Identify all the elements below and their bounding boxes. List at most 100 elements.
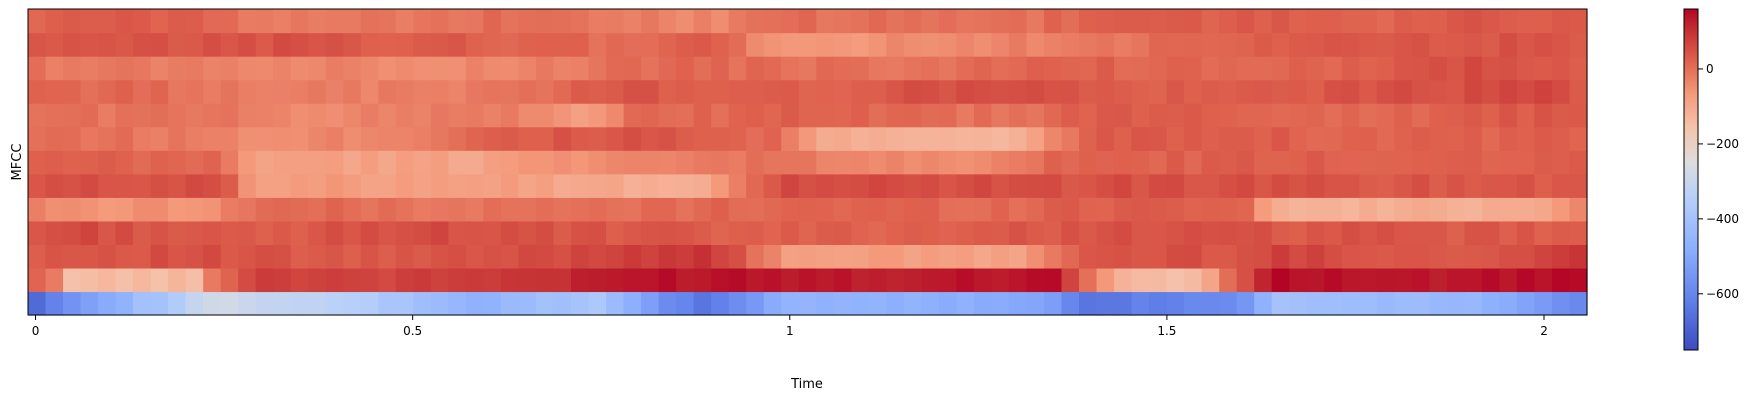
heatmap-cell xyxy=(185,173,204,198)
heatmap-cell xyxy=(535,103,555,128)
heatmap-cell xyxy=(693,267,712,293)
heatmap-cell xyxy=(1429,220,1448,245)
heatmap-cell xyxy=(518,126,537,151)
heatmap-cell xyxy=(28,173,47,198)
heatmap-cell xyxy=(1166,244,1185,269)
heatmap-cell xyxy=(308,32,327,57)
heatmap-cell xyxy=(1026,103,1045,128)
heatmap-cell xyxy=(1096,9,1115,34)
heatmap-cell xyxy=(728,56,747,81)
heatmap-cell xyxy=(1551,56,1571,81)
heatmap-cell xyxy=(1079,56,1098,81)
heatmap-cell xyxy=(746,291,765,316)
heatmap-cell xyxy=(220,56,239,81)
heatmap-cell xyxy=(80,220,99,245)
heatmap-cell xyxy=(133,267,152,293)
heatmap-cell xyxy=(1359,220,1378,245)
heatmap-cell xyxy=(1411,267,1430,293)
heatmap-cell xyxy=(500,220,520,245)
heatmap-cell xyxy=(833,173,852,198)
heatmap-cell xyxy=(658,197,677,222)
heatmap-cell xyxy=(1376,103,1395,128)
heatmap-cell xyxy=(133,32,152,57)
heatmap-cell xyxy=(956,32,975,57)
heatmap-cell xyxy=(63,103,82,128)
heatmap-cell xyxy=(1376,220,1395,245)
heatmap-cell xyxy=(711,103,730,128)
heatmap-cell xyxy=(1516,220,1536,245)
heatmap-cell xyxy=(1079,103,1098,128)
heatmap-cell xyxy=(1289,291,1308,316)
heatmap-cell xyxy=(448,173,467,198)
heatmap-cell xyxy=(1411,126,1430,151)
heatmap-cell xyxy=(1114,291,1133,316)
heatmap-cell xyxy=(938,244,957,269)
heatmap-cell xyxy=(413,220,432,245)
heatmap-cell xyxy=(430,173,450,198)
heatmap-cell xyxy=(185,197,204,222)
heatmap-cell xyxy=(1236,79,1255,104)
heatmap-cell xyxy=(1429,267,1448,293)
heatmap-cell xyxy=(1236,244,1255,269)
heatmap-cell xyxy=(1271,173,1290,198)
heatmap-cell xyxy=(273,291,292,316)
heatmap-cell xyxy=(1271,244,1290,269)
heatmap-cell xyxy=(413,291,432,316)
heatmap-cell xyxy=(1446,244,1465,269)
heatmap-cell xyxy=(641,267,660,293)
heatmap-cell xyxy=(728,79,747,104)
heatmap-cell xyxy=(571,173,590,198)
heatmap-cell xyxy=(1569,9,1588,34)
heatmap-cell xyxy=(851,79,870,104)
heatmap-cell xyxy=(1219,220,1238,245)
heatmap-cell xyxy=(168,244,187,269)
heatmap-cell xyxy=(693,197,712,222)
heatmap-frame xyxy=(27,8,1588,316)
heatmap-cell xyxy=(1008,197,1028,222)
heatmap-cell xyxy=(991,220,1010,245)
heatmap-cell xyxy=(255,291,274,316)
heatmap-cell xyxy=(1184,220,1203,245)
heatmap-cell xyxy=(868,9,887,34)
heatmap-cell xyxy=(1219,173,1238,198)
heatmap-cell xyxy=(868,244,887,269)
heatmap-cell xyxy=(483,220,502,245)
heatmap-cell xyxy=(325,173,344,198)
heatmap-cell xyxy=(1149,150,1168,175)
heatmap-cell xyxy=(798,220,817,245)
heatmap-cell xyxy=(1149,126,1168,151)
heatmap-cell xyxy=(1324,9,1343,34)
heatmap-cell xyxy=(1096,244,1115,269)
heatmap-cell xyxy=(1043,79,1063,104)
heatmap-cell xyxy=(360,32,379,57)
heatmap-cell xyxy=(1429,150,1448,175)
heatmap-cell xyxy=(798,197,817,222)
heatmap-cell xyxy=(1184,150,1203,175)
heatmap-cell xyxy=(921,244,940,269)
heatmap-cell xyxy=(763,56,782,81)
heatmap-cell xyxy=(378,197,397,222)
heatmap-cell xyxy=(1394,244,1413,269)
heatmap-cell xyxy=(868,32,887,57)
heatmap-cell xyxy=(203,244,222,269)
heatmap-cell xyxy=(1114,244,1133,269)
heatmap-cell xyxy=(465,56,485,81)
heatmap-cell xyxy=(255,197,274,222)
heatmap-cell xyxy=(571,103,590,128)
heatmap-cell xyxy=(325,150,344,175)
heatmap-cell xyxy=(1359,56,1378,81)
heatmap-cell xyxy=(185,32,204,57)
heatmap-cell xyxy=(1114,9,1133,34)
heatmap-cell xyxy=(185,126,204,151)
heatmap-cell xyxy=(693,9,712,34)
heatmap-cell xyxy=(1131,79,1150,104)
heatmap-cell xyxy=(500,267,520,293)
heatmap-cell xyxy=(746,267,765,293)
heatmap-cell xyxy=(1499,150,1518,175)
heatmap-cell xyxy=(571,79,590,104)
heatmap-cell xyxy=(483,56,502,81)
heatmap-cell xyxy=(1219,291,1238,316)
heatmap-cell xyxy=(238,291,257,316)
heatmap-cell xyxy=(1254,9,1273,34)
heatmap-cell xyxy=(290,197,309,222)
